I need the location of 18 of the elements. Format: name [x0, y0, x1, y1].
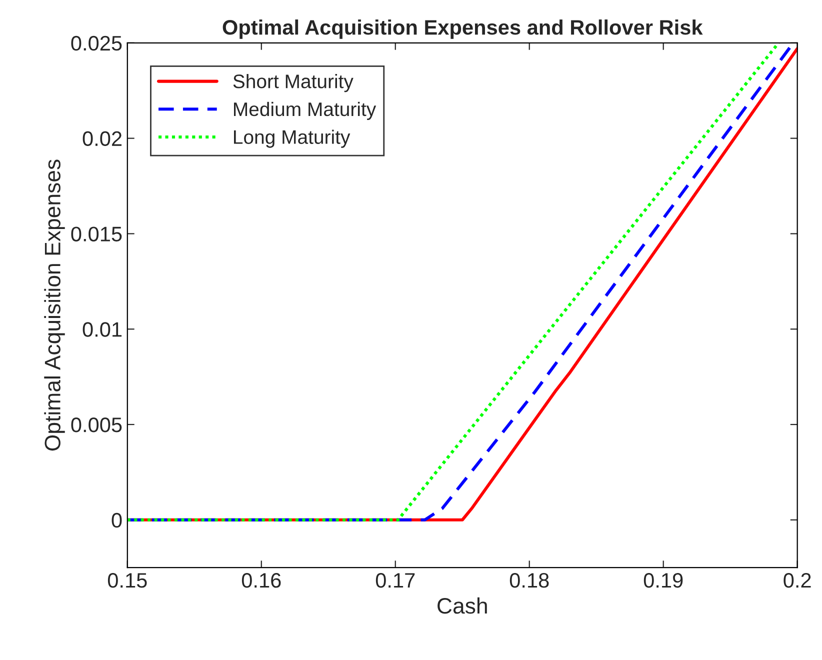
y-tick-label: 0.015: [71, 226, 122, 242]
y-tick-label: 0.005: [71, 418, 122, 432]
y-tick-label: 0.02: [82, 131, 122, 146]
y-tick-label: 0.025: [71, 36, 122, 51]
x-axis-title: Cash: [438, 597, 487, 614]
y-axis-title: Optimal Acquisition Expenses: [44, 160, 65, 451]
x-tick-label: 0.15: [108, 573, 147, 588]
x-tick-label: 0.19: [644, 573, 683, 588]
y-tick-label: 0: [112, 512, 122, 528]
y-tick-label: 0.01: [82, 322, 122, 337]
legend-label: Long Maturity: [234, 130, 350, 148]
x-tick-label: 0.16: [242, 573, 281, 588]
x-tick-label: 0.18: [510, 573, 549, 588]
x-tick-label: 0.17: [376, 573, 415, 588]
chart-title: Optimal Acquisition Expenses and Rollover Risk: [222, 19, 703, 39]
legend-label: Short Maturity: [233, 74, 354, 92]
legend-label: Medium Maturity: [234, 102, 376, 120]
x-tick-label: 0.2: [784, 573, 811, 588]
